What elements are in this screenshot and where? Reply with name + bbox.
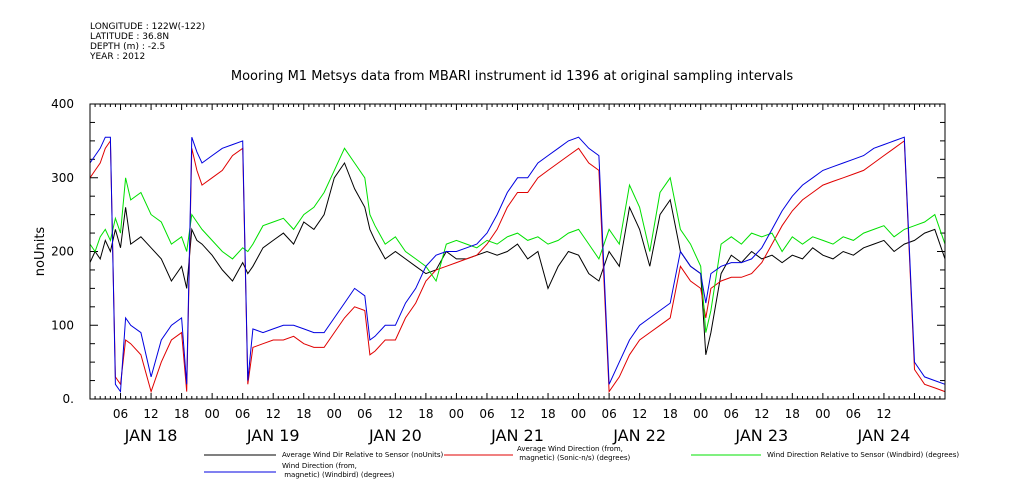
x-tick-label: 00: [571, 407, 586, 421]
year-label: YEAR : 2012: [90, 52, 146, 62]
x-tick-label: 18: [540, 407, 555, 421]
x-tick-label: 06: [601, 407, 616, 421]
legend: Average Wind Dir Relative to Sensor (noU…: [204, 445, 959, 479]
x-tick-label: 06: [235, 407, 250, 421]
legend-label: Average Wind Dir Relative to Sensor (noU…: [282, 451, 443, 459]
x-tick-label: 12: [143, 407, 158, 421]
x-day-label: JAN 24: [857, 426, 911, 445]
x-day-label: JAN 20: [368, 426, 422, 445]
y-axis-label: noUnits: [33, 227, 48, 277]
x-day-label: JAN 23: [734, 426, 788, 445]
legend-label-line: magnetic) (Sonic-n/s) (degrees): [517, 454, 631, 462]
x-tick-label: 18: [785, 407, 800, 421]
longitude-label: LONGITUDE : 122W(-122): [90, 22, 206, 32]
legend-label: Wind Direction (from, magnetic) (Windbir…: [282, 462, 395, 479]
series-line-green: [89, 147, 946, 333]
legend-label-line: Wind Direction Relative to Sensor (Windb…: [767, 451, 959, 459]
x-tick-label: 06: [479, 407, 494, 421]
series-line-black: [89, 161, 946, 355]
x-day-label: JAN 18: [124, 426, 178, 445]
y-tick-label: 300: [51, 171, 74, 185]
legend-label-line: magnetic) (Windbird) (degrees): [282, 471, 395, 479]
x-tick-label: 18: [296, 407, 311, 421]
y-tick-label: 200: [51, 245, 74, 259]
legend-label: Average Wind Direction (from, magnetic) …: [517, 445, 631, 462]
y-tick-label: 400: [51, 97, 74, 111]
x-tick-label: 06: [357, 407, 372, 421]
legend-label-line: Wind Direction (from,: [282, 462, 357, 470]
x-tick-label: 00: [205, 407, 220, 421]
x-tick-label: 06: [846, 407, 861, 421]
series-line-blue: [89, 136, 946, 394]
series-group: [89, 136, 946, 394]
x-axis-labels: 06 12 18 00 06 12 18 00 06 12 18 00 06 12 18 00 06 12 18 00…: [113, 407, 910, 445]
x-tick-label: 00: [327, 407, 342, 421]
x-tick-label: 12: [510, 407, 525, 421]
x-day-label: JAN 22: [612, 426, 666, 445]
depth-label: DEPTH (m) : -2.5: [90, 42, 166, 52]
x-tick-label: 06: [724, 407, 739, 421]
x-tick-label: 18: [174, 407, 189, 421]
chart-title: Mooring M1 Metsys data from MBARI instru…: [231, 69, 793, 84]
axis-ticks: [89, 103, 946, 400]
y-axis-labels: 0. 100 200 300 400: [51, 97, 74, 406]
x-tick-label: 12: [388, 407, 403, 421]
x-tick-label: 12: [876, 407, 891, 421]
x-tick-label: 18: [663, 407, 678, 421]
x-tick-label: 12: [754, 407, 769, 421]
x-tick-label: 00: [693, 407, 708, 421]
legend-label-line: Average Wind Dir Relative to Sensor (noU…: [282, 451, 443, 459]
plot-frame: [89, 103, 946, 400]
x-tick-label: 18: [418, 407, 433, 421]
y-tick-label: 100: [51, 318, 74, 332]
x-tick-label: 06: [113, 407, 128, 421]
x-tick-label: 00: [449, 407, 464, 421]
y-tick-label: 0.: [63, 392, 74, 406]
x-tick-label: 12: [266, 407, 281, 421]
x-day-label: JAN 21: [490, 426, 544, 445]
x-day-label: JAN 19: [246, 426, 300, 445]
x-tick-label: 00: [815, 407, 830, 421]
legend-label-line: Average Wind Direction (from,: [517, 445, 623, 453]
x-tick-label: 12: [632, 407, 647, 421]
legend-label: Wind Direction Relative to Sensor (Windb…: [767, 451, 959, 459]
series-line-red: [89, 139, 946, 394]
latitude-label: LATITUDE : 36.8N: [90, 32, 170, 42]
